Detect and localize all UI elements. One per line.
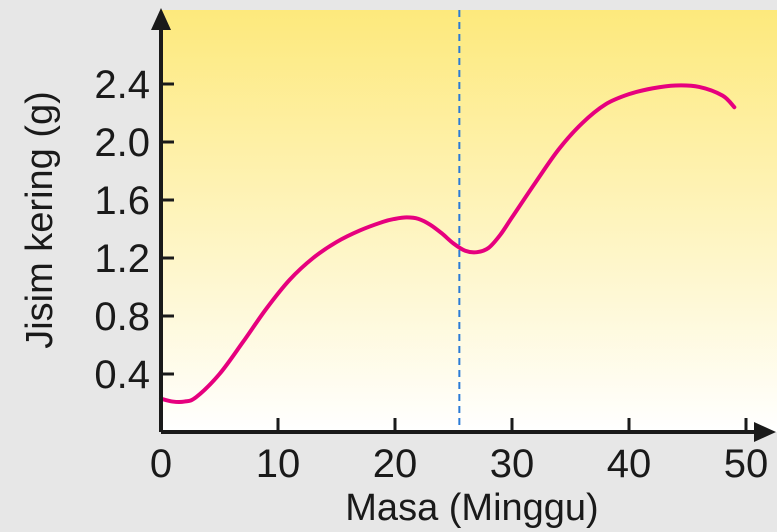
plot-background xyxy=(161,10,777,432)
x-tick-label: 40 xyxy=(607,442,652,486)
y-tick-label: 0.8 xyxy=(94,295,150,339)
y-tick-label: 1.2 xyxy=(94,237,150,281)
x-axis-arrow xyxy=(754,422,776,442)
y-axis-title: Jisim kering (g) xyxy=(19,91,61,349)
x-axis-title: Masa (Minggu) xyxy=(345,487,598,529)
y-tick-label: 1.6 xyxy=(94,179,150,223)
x-tick-label: 30 xyxy=(490,442,535,486)
y-tick-label: 0.4 xyxy=(94,353,150,397)
y-tick-label: 2.0 xyxy=(94,121,150,165)
x-tick-label: 10 xyxy=(256,442,301,486)
x-tick-label: 50 xyxy=(724,442,769,486)
y-tick-label: 2.4 xyxy=(94,63,150,107)
series-line-0 xyxy=(159,83,737,405)
y-axis-arrow xyxy=(151,8,171,30)
x-tick-label: 0 xyxy=(150,442,172,486)
x-tick-label: 20 xyxy=(373,442,418,486)
